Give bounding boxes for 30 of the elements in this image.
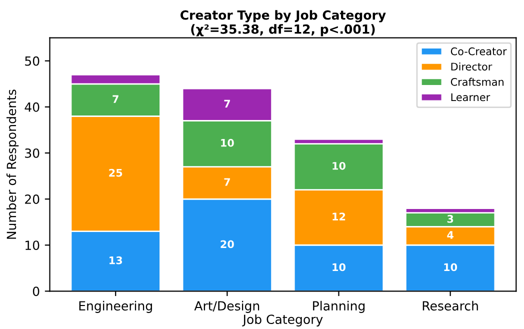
y-tick-label: 40 [24, 102, 40, 112]
data-label: 13 [110, 256, 122, 264]
y-tick-label: 10 [26, 240, 40, 250]
legend-label: Learner [451, 93, 490, 102]
y-tick-label: 30 [25, 148, 40, 158]
legend-label: Co-Creator [450, 47, 507, 56]
data-label: 4 [447, 231, 454, 239]
chart-title: Creator Type by Job Category (χ²=35.38, df=12, p<.001) [180, 10, 386, 36]
data-label: 12 [332, 212, 346, 220]
data-label: 10 [332, 162, 346, 170]
y-tick-label: 50 [25, 56, 40, 66]
data-label: 7 [224, 100, 230, 108]
data-label: 7 [112, 95, 118, 103]
x-tick-label: Research [422, 300, 478, 311]
data-label: 20 [220, 240, 234, 248]
x-tick-label: Art/Design [194, 300, 260, 313]
y-tick-label: 0 [32, 286, 40, 296]
y-tick-label: 20 [25, 194, 40, 204]
data-label: 10 [221, 138, 234, 147]
x-tick-label: Engineering [79, 300, 152, 313]
x-axis-title: Job Category [242, 314, 323, 326]
legend-label: Director [451, 62, 492, 71]
data-label: 7 [224, 178, 230, 186]
data-label: 10 [444, 263, 458, 272]
y-axis-title: Number of Respondents [6, 90, 19, 239]
data-label: 10 [332, 263, 346, 272]
x-tick-label: Planning [313, 300, 365, 313]
data-label: 25 [109, 168, 122, 177]
data-label: 3 [447, 214, 454, 223]
legend-label: Craftsman [450, 78, 504, 86]
